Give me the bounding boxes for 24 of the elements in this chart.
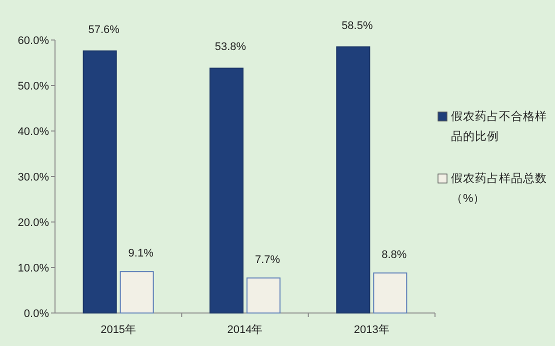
bar xyxy=(336,46,370,314)
legend-label: 假农药占不合格样品的比例 xyxy=(451,110,547,143)
data-label: 8.8% xyxy=(382,248,407,261)
x-tick-label: 2013年 xyxy=(354,324,390,336)
legend-label: 假农药占样品总数（%） xyxy=(451,172,547,205)
y-tick-label: 30.0% xyxy=(18,172,50,184)
x-tick-label: 2014年 xyxy=(227,324,263,336)
y-tick-label: 50.0% xyxy=(18,80,50,92)
data-label: 7.7% xyxy=(254,254,280,266)
y-tick-label: 10.0% xyxy=(18,262,50,274)
bar xyxy=(210,68,244,314)
data-label: 57.6% xyxy=(88,24,120,36)
y-tick-label: 0.0% xyxy=(24,308,50,320)
bar xyxy=(82,50,117,314)
y-tick-label: 60.0% xyxy=(18,35,50,47)
bar xyxy=(246,277,280,314)
y-tick-label: 20.0% xyxy=(18,217,50,229)
y-tick-label: 40.0% xyxy=(18,126,50,138)
bar xyxy=(120,271,154,314)
bar xyxy=(373,272,408,314)
x-tick-label: 2015年 xyxy=(100,324,136,336)
data-label: 58.5% xyxy=(342,20,373,32)
data-label: 9.1% xyxy=(128,248,154,260)
data-label: 53.8% xyxy=(214,41,246,54)
